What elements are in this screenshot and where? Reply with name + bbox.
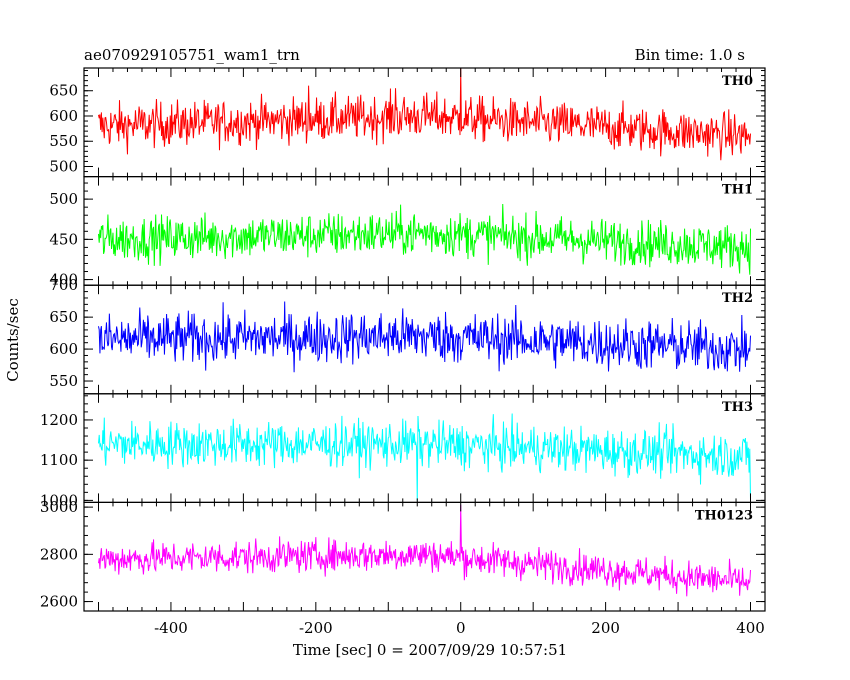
y-tick-label: 650 <box>49 82 78 100</box>
panel-th1: 400 450 500 TH1 <box>49 176 766 289</box>
y-tick-label: 2800 <box>40 545 78 563</box>
x-tick-label: -200 <box>299 619 333 637</box>
y-tick-label: 500 <box>49 190 78 208</box>
y-tick-label: 400 <box>49 271 78 289</box>
y-tick-label: 600 <box>49 340 78 358</box>
y-tick-label: 450 <box>49 230 78 248</box>
series-line-th2 <box>98 301 752 373</box>
y-tick-label: 700 <box>49 276 78 294</box>
y-tick-label: 650 <box>49 308 78 326</box>
y-tick-label: 550 <box>49 132 78 150</box>
series-line-th0 <box>98 68 752 161</box>
panel-th0: 500 550 600 650 TH0 <box>49 67 766 178</box>
y-tick-label: 2600 <box>40 593 78 611</box>
series-line-th1 <box>97 203 752 275</box>
series-name-th0123: TH0123 <box>695 508 753 523</box>
panel-th0123: 2600 2800 3000 TH0123 <box>40 498 766 612</box>
series-line-th0123 <box>97 504 752 597</box>
bin-time-label: Bin time: 1.0 s <box>635 46 745 64</box>
series-name-th1: TH1 <box>722 183 753 198</box>
panels-group: 500 550 600 650 TH0 400 450 500 TH1 550 600 650 700 T… <box>40 67 766 637</box>
series-name-th2: TH2 <box>722 291 753 306</box>
y-tick-label: 1200 <box>40 411 78 429</box>
y-axis-label: Counts/sec <box>4 298 22 382</box>
panel-frame <box>83 501 766 612</box>
y-tick-label: 550 <box>49 372 78 390</box>
chart-title: ae070929105751_wam1_trn <box>84 46 300 64</box>
x-axis-label: Time [sec] 0 = 2007/09/29 10:57:51 <box>293 641 567 659</box>
x-tick-label: -400 <box>154 619 188 637</box>
x-tick-label: 0 <box>456 619 466 637</box>
series-name-th3: TH3 <box>722 400 753 415</box>
y-tick-label: 1000 <box>40 491 78 509</box>
y-tick-label: 600 <box>49 107 78 125</box>
series-name-th0: TH0 <box>722 74 753 89</box>
series-line-th3 <box>97 413 752 501</box>
panel-th2: 550 600 650 700 TH2 <box>49 276 766 395</box>
y-tick-label: 3000 <box>40 498 78 516</box>
y-tick-label: 500 <box>49 157 78 175</box>
y-tick-label: 1100 <box>40 451 78 469</box>
x-tick-label: 400 <box>736 619 765 637</box>
x-tick-label: 200 <box>591 619 620 637</box>
panel-th3: 1000 1100 1200 TH3 <box>40 393 766 509</box>
